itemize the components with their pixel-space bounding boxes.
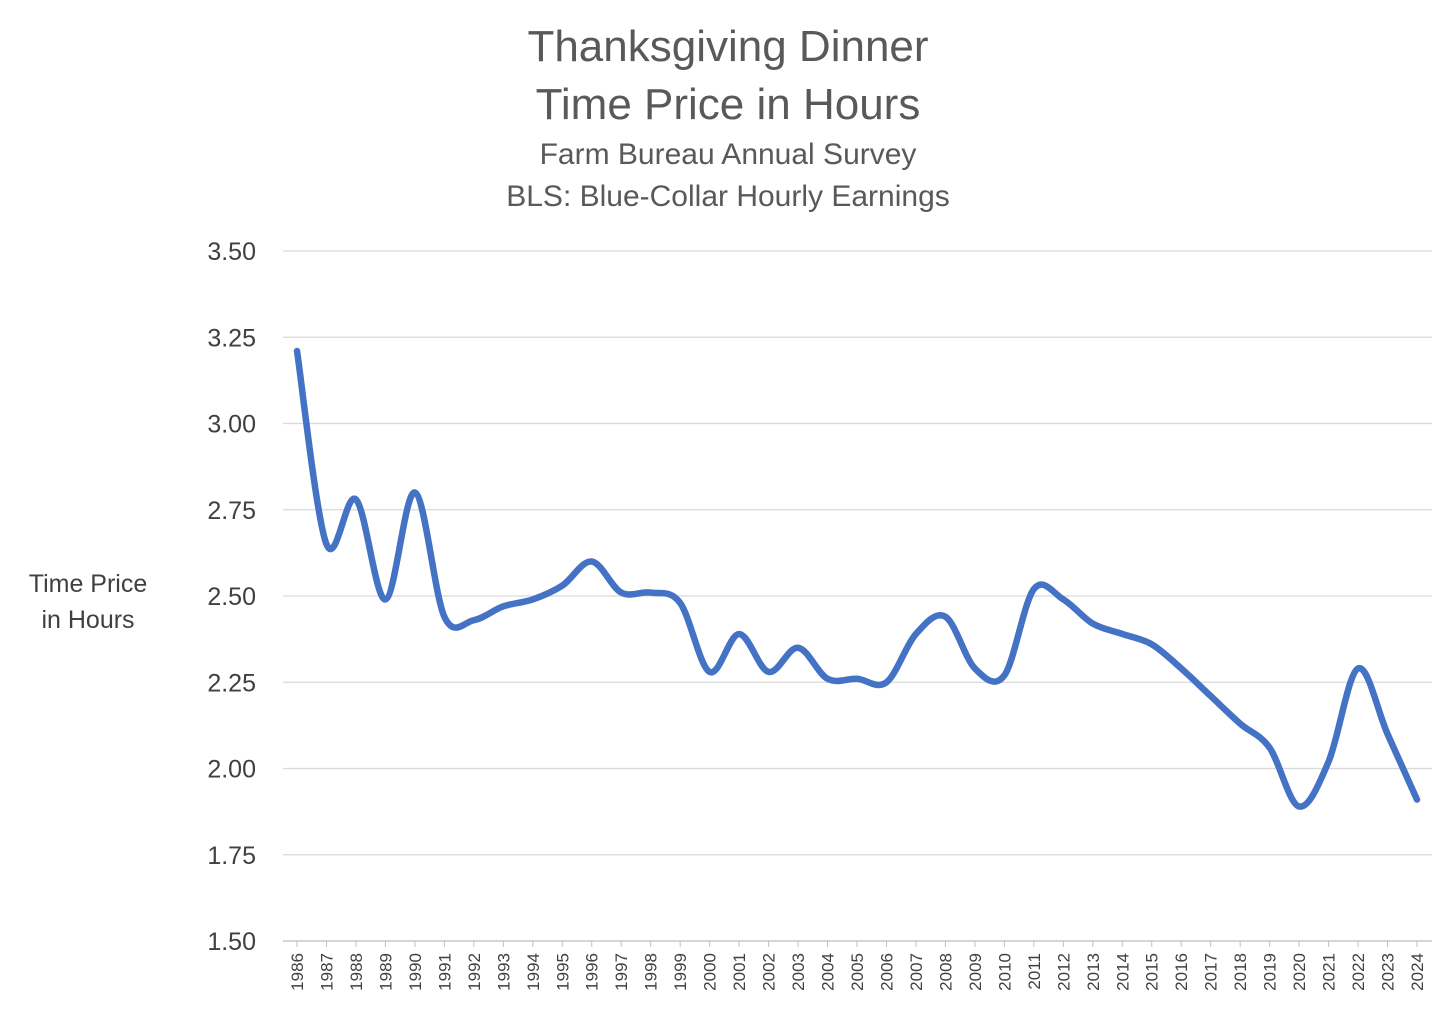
x-tick-label: 1990 (406, 953, 425, 991)
y-tick-label: 3.50 (207, 238, 256, 266)
x-tick-label: 2021 (1320, 953, 1339, 991)
y-axis-label: Time Price in Hours (18, 566, 158, 638)
x-tick-label: 2015 (1143, 953, 1162, 991)
x-tick-label: 2004 (819, 953, 838, 991)
y-tick-label: 3.25 (207, 324, 256, 352)
y-axis-label-line-1: Time Price (28, 570, 148, 598)
x-tick-label: 2011 (1025, 953, 1044, 990)
x-tick-label: 2007 (907, 953, 926, 991)
x-tick-label: 2005 (848, 953, 867, 991)
y-axis-label-line-2: in Hours (41, 606, 135, 634)
chart-subtitle-line-1: Farm Bureau Annual Survey (539, 138, 917, 171)
x-tick-label: 2013 (1084, 953, 1103, 991)
x-tick-label: 2022 (1349, 953, 1368, 991)
x-tick-label: 1999 (671, 953, 690, 991)
chart-titles: Thanksgiving Dinner Time Price in Hours … (0, 18, 1456, 218)
x-tick-label: 2024 (1408, 953, 1427, 991)
x-tick-label: 1992 (465, 953, 484, 991)
x-tick-label: 1991 (435, 953, 454, 991)
x-tick-label: 2002 (760, 953, 779, 991)
x-tick-label: 1994 (524, 953, 543, 991)
x-tick-label: 1993 (494, 953, 513, 991)
x-tick-label: 2000 (701, 953, 720, 991)
gridlines (283, 250, 1432, 942)
x-tick-label: 1996 (583, 953, 602, 991)
y-tick-label: 2.75 (207, 497, 256, 525)
y-axis-ticks: 1.50 1.75 2.00 2.25 2.50 2.75 3.00 3.25 3.50 (207, 238, 256, 956)
x-tick-label: 2014 (1113, 953, 1132, 991)
series-points (294, 348, 1420, 809)
series-lines (293, 347, 1421, 810)
x-tick-label: 2001 (730, 953, 749, 991)
y-tick-label: 1.50 (207, 928, 256, 956)
x-tick-label: 2019 (1261, 953, 1280, 991)
y-tick-label: 2.25 (207, 669, 256, 697)
x-tick-label: 1995 (553, 953, 572, 991)
x-tick-label: 1997 (612, 953, 631, 991)
x-tick-label: 2006 (877, 953, 896, 991)
x-tick-label: 2018 (1231, 953, 1250, 991)
x-tick-label: 2009 (966, 953, 985, 991)
x-tick-label: 2003 (789, 953, 808, 991)
y-tick-label: 2.00 (207, 756, 256, 784)
x-tick-label: 2023 (1379, 953, 1398, 991)
chart-title-line-2: Time Price in Hours (535, 80, 921, 129)
y-tick-label: 3.00 (207, 411, 256, 439)
x-tick-label: 2016 (1172, 953, 1191, 991)
x-tick-label: 2012 (1054, 953, 1073, 991)
y-tick-label: 1.75 (207, 842, 256, 870)
x-tick-label: 1989 (376, 953, 395, 991)
chart-subtitle-line-2: BLS: Blue-Collar Hourly Earnings (506, 180, 950, 213)
x-tick-label: 2010 (995, 953, 1014, 991)
x-tick-label: 2020 (1290, 953, 1309, 991)
x-tick-label: 1986 (288, 953, 307, 991)
y-tick-label: 2.50 (207, 583, 256, 611)
x-tick-label: 2017 (1202, 953, 1221, 991)
x-tick-label: 1988 (347, 953, 366, 991)
x-tick-label: 1987 (317, 953, 336, 991)
x-tick-label: 2008 (936, 953, 955, 991)
x-axis-ticks: 1986 1987 1988 1989 1990 1991 1992 1993 1994 1995… (288, 941, 1427, 991)
chart-title-line-1: Thanksgiving Dinner (527, 22, 929, 71)
series-line (293, 347, 1421, 810)
x-tick-label: 1998 (642, 953, 661, 991)
